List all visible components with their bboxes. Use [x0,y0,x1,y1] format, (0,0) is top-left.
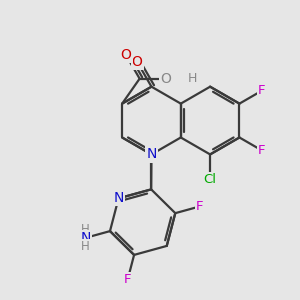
Text: H: H [81,223,90,236]
Text: N: N [80,231,91,245]
Text: O: O [160,72,171,86]
Text: Cl: Cl [204,173,217,186]
Text: F: F [258,144,265,157]
Text: H: H [81,240,90,253]
Text: F: F [258,84,265,98]
Text: N: N [146,147,157,161]
Text: F: F [124,273,131,286]
Text: H: H [188,72,197,85]
Text: F: F [196,200,203,213]
Text: O: O [132,55,142,69]
Text: O: O [121,48,131,62]
Text: N: N [113,191,124,206]
